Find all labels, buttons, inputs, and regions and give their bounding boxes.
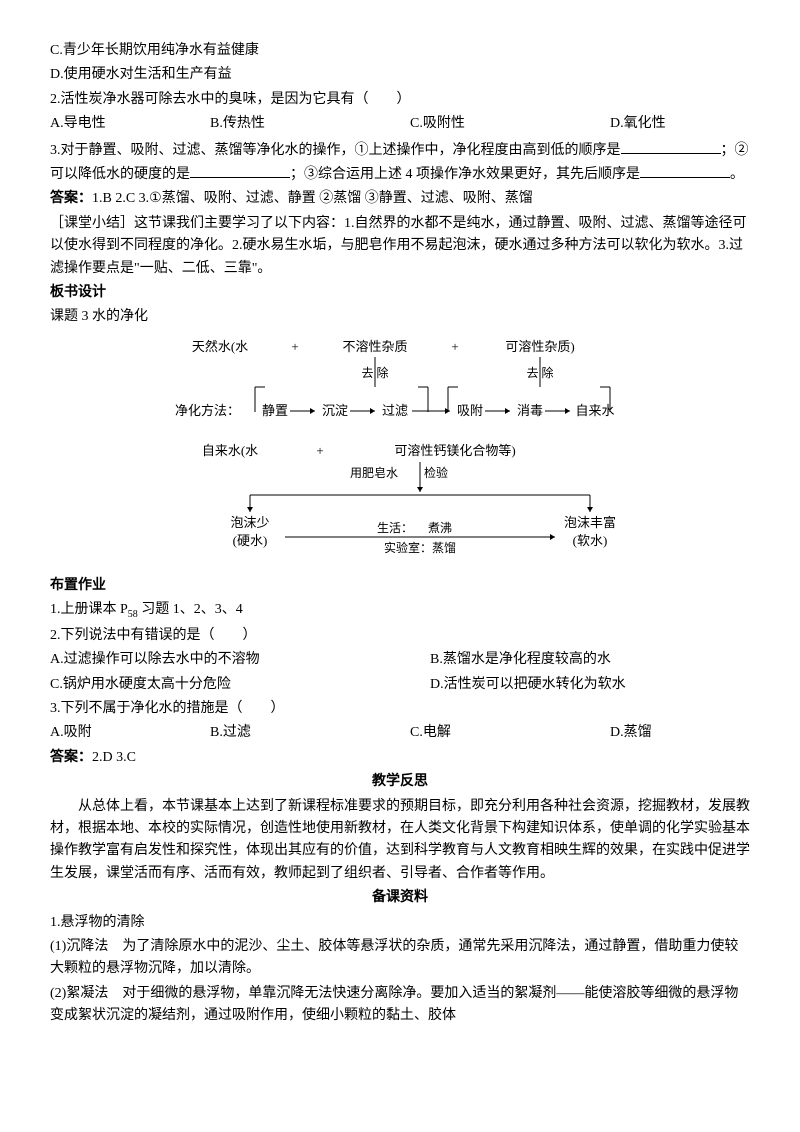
answers-2: 答案：2.D 3.C [50,747,750,769]
board-design-heading: 板书设计 [50,282,750,304]
q3-part3: ；③综合运用上述 4 项操作净水效果更好，其先后顺序是 [290,167,640,182]
homework-heading: 布置作业 [50,575,750,597]
purification-diagram: 天然水(水 + 不溶性杂质 + 可溶性杂质) 去 除 去 除 净化方法： 静置 … [120,337,680,567]
blank-1[interactable] [621,138,721,154]
hw-q3-stem: 3.下列不属于净化水的措施是（ ） [50,698,750,720]
q3-stem: 3.对于静置、吸附、过滤、蒸馏等净化水的操作，①上述操作中，净化程度由高到低的顺… [50,138,750,187]
q2-options: A.导电性 B.传热性 C.吸附性 D.氧化性 [50,113,750,135]
d-bl-a: 泡沫少 [230,515,269,530]
d-mf: 自来水 [575,403,614,418]
q2-d: D.氧化性 [610,113,750,135]
q2-b: B.传热性 [210,113,410,135]
d-test: 用肥皂水 [350,466,398,480]
d-bl-b: (硬水) [233,533,268,548]
materials-p2: (2)絮凝法 对于细微的悬浮物，单靠沉降无法快速分离除净。要加入适当的絮凝剂——… [50,983,750,1028]
hw-q3-d: D.蒸馏 [610,722,750,744]
d-row2-b: 可溶性钙镁化合物等) [394,443,515,458]
materials-title: 1.悬浮物的清除 [50,912,750,934]
reflection-heading: 教学反思 [50,771,750,793]
class-summary: ［课堂小结］这节课我们主要学习了以下内容：1.自然界的水都不是纯水，通过静置、吸… [50,213,750,280]
hw1-b: 习题 1、2、3、4 [138,602,243,617]
d-mc: 过滤 [382,403,408,418]
d-meth-label: 净化方法： [175,403,240,418]
hw-q2-d: D.活性炭可以把硬水转化为软水 [430,674,750,696]
hw-q2-row2: C.锅炉用水硬度太高十分危险 D.活性炭可以把硬水转化为软水 [50,674,750,696]
hw1-sub: 58 [128,609,138,620]
q2-stem: 2.活性炭净水器可除去水中的臭味，是因为它具有（ ） [50,89,750,111]
d-row1-p2: + [451,339,458,354]
d-row1-c: 可溶性杂质) [505,339,574,354]
d-remove2: 去 除 [526,365,553,380]
d-md: 吸附 [457,403,483,418]
hw-q2-row1: A.过滤操作可以除去水中的不溶物 B.蒸馏水是净化程度较高的水 [50,649,750,671]
hw-q2-b: B.蒸馏水是净化程度较高的水 [430,649,750,671]
d-row2-a: 自来水(水 [202,443,258,458]
answers1-text: 1.B 2.C 3.①蒸馏、吸附、过滤、静置 ②蒸馏 ③静置、过滤、吸附、蒸馏 [92,191,533,206]
answers2-label: 答案： [50,750,92,765]
d-test2: 检验 [424,465,448,480]
hw-q2-stem: 2.下列说法中有错误的是（ ） [50,625,750,647]
board-design-title: 课题 3 水的净化 [50,306,750,328]
d-mid-c: 实验室：蒸馏 [384,540,456,555]
hw-q3-a: A.吸附 [50,722,210,744]
d-mb: 沉淀 [322,403,348,418]
answers1-label: 答案： [50,191,92,206]
d-row1-p1: + [291,339,298,354]
hw-q3-options: A.吸附 B.过滤 C.电解 D.蒸馏 [50,722,750,744]
d-row1-b: 不溶性杂质 [342,339,407,354]
d-row2-p: + [316,443,323,458]
d-ma: 静置 [262,403,288,418]
d-remove1: 去 除 [361,365,388,380]
d-mid-b: 煮沸 [428,521,452,535]
materials-p1: (1)沉降法 为了清除原水中的泥沙、尘土、胶体等悬浮状的杂质，通常先采用沉降法，… [50,936,750,981]
d-row1-a: 天然水(水 [192,339,248,354]
materials-heading: 备课资料 [50,887,750,909]
d-me: 消毒 [517,403,543,418]
homework-item1: 1.上册课本 P58 习题 1、2、3、4 [50,599,750,623]
q2-a: A.导电性 [50,113,210,135]
hw1-a: 1.上册课本 P [50,602,128,617]
reflection-body: 从总体上看，本节课基本上达到了新课程标准要求的预期目标，即充分利用各种社会资源，… [50,796,750,886]
q1-opt-c: C.青少年长期饮用纯净水有益健康 [50,40,750,62]
d-br-b: (软水) [573,533,608,548]
hw-q3-b: B.过滤 [210,722,410,744]
answers-1: 答案：1.B 2.C 3.①蒸馏、吸附、过滤、静置 ②蒸馏 ③静置、过滤、吸附、… [50,188,750,210]
q3-part1: 3.对于静置、吸附、过滤、蒸馏等净化水的操作，①上述操作中，净化程度由高到低的顺… [50,143,621,158]
hw-q2-a: A.过滤操作可以除去水中的不溶物 [50,649,430,671]
blank-3[interactable] [640,162,730,178]
hw-q2-c: C.锅炉用水硬度太高十分危险 [50,674,430,696]
q1-opt-d: D.使用硬水对生活和生产有益 [50,64,750,86]
d-mid-a: 生活： [377,521,413,535]
q3-part4: 。 [730,167,744,182]
hw-q3-c: C.电解 [410,722,610,744]
answers2-text: 2.D 3.C [92,750,136,765]
q2-c: C.吸附性 [410,113,610,135]
blank-2[interactable] [190,162,290,178]
d-br-a: 泡沫丰富 [564,515,616,530]
